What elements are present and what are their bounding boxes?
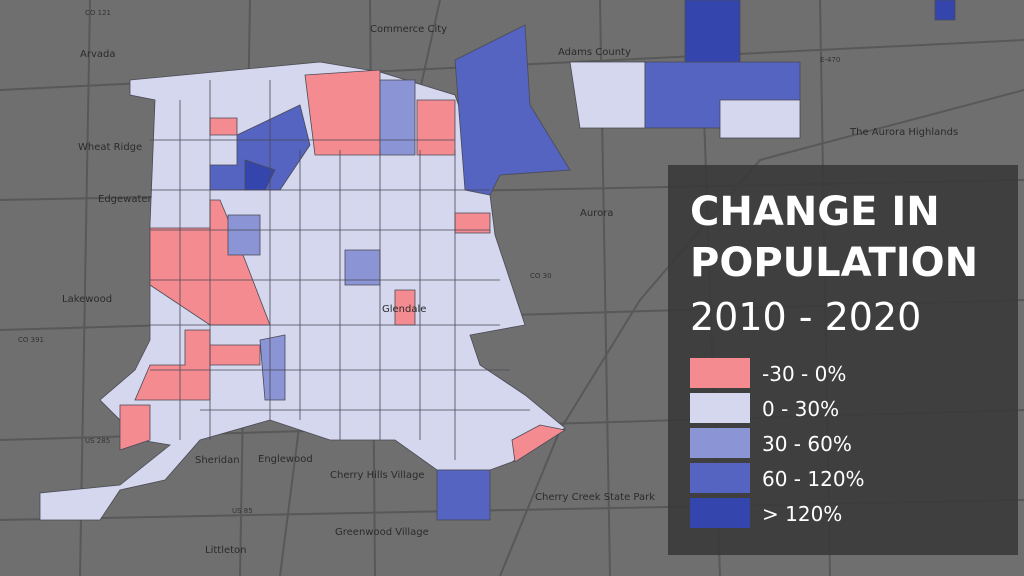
tract bbox=[379, 79, 416, 156]
place-label: Wheat Ridge bbox=[78, 142, 142, 153]
road-label: US 285 bbox=[85, 437, 110, 445]
road-label: US 85 bbox=[232, 507, 253, 515]
tract bbox=[436, 469, 491, 521]
legend-label: > 120% bbox=[762, 502, 842, 526]
place-label: Littleton bbox=[205, 545, 247, 556]
tract bbox=[511, 424, 567, 463]
tract bbox=[719, 99, 801, 139]
road-label: CO 391 bbox=[18, 336, 44, 344]
place-label: Edgewater bbox=[98, 194, 153, 205]
place-label: Aurora bbox=[580, 208, 613, 219]
title: POPULATION bbox=[690, 240, 978, 286]
tract-borders bbox=[150, 80, 530, 460]
road-label: CO 121 bbox=[85, 9, 111, 17]
place-label: Arvada bbox=[80, 49, 115, 60]
place-label: Glendale bbox=[382, 304, 426, 315]
legend-swatch bbox=[690, 393, 750, 423]
tract bbox=[684, 0, 741, 63]
legend-label: 30 - 60% bbox=[762, 432, 852, 456]
road-label: E-470 bbox=[820, 56, 840, 64]
place-label: Greenwood Village bbox=[335, 527, 429, 538]
legend: -30 - 0% 0 - 30% 30 - 60% 60 - 120% > 120% bbox=[690, 358, 865, 528]
place-label: Cherry Hills Village bbox=[330, 470, 424, 481]
subtitle: 2010 - 2020 bbox=[690, 295, 921, 339]
place-label: Lakewood bbox=[62, 294, 112, 305]
place-label: Englewood bbox=[258, 454, 313, 465]
place-label: Cherry Creek State Park bbox=[535, 492, 655, 503]
legend-swatch bbox=[690, 358, 750, 388]
title: CHANGE IN bbox=[690, 189, 940, 235]
tract bbox=[209, 344, 261, 366]
tract bbox=[934, 0, 956, 21]
legend-swatch bbox=[690, 428, 750, 458]
place-label: The Aurora Highlands bbox=[849, 127, 958, 138]
tract bbox=[416, 99, 456, 156]
place-label: Commerce City bbox=[370, 24, 447, 35]
tracts bbox=[39, 0, 956, 521]
tract bbox=[209, 117, 238, 136]
tract bbox=[259, 334, 286, 401]
place-labels: Arvada Commerce City Wheat Ridge Edgewat… bbox=[18, 9, 958, 556]
legend-swatch bbox=[690, 463, 750, 493]
road-label: CO 30 bbox=[530, 272, 552, 280]
legend-label: -30 - 0% bbox=[762, 362, 846, 386]
tract bbox=[569, 61, 646, 129]
legend-label: 60 - 120% bbox=[762, 467, 865, 491]
tract bbox=[454, 24, 571, 196]
tract bbox=[119, 404, 151, 451]
place-label: Sheridan bbox=[195, 455, 240, 466]
place-label: Adams County bbox=[558, 47, 631, 58]
tract bbox=[304, 69, 381, 156]
legend-label: 0 - 30% bbox=[762, 397, 839, 421]
legend-swatch bbox=[690, 498, 750, 528]
tract bbox=[227, 214, 261, 256]
